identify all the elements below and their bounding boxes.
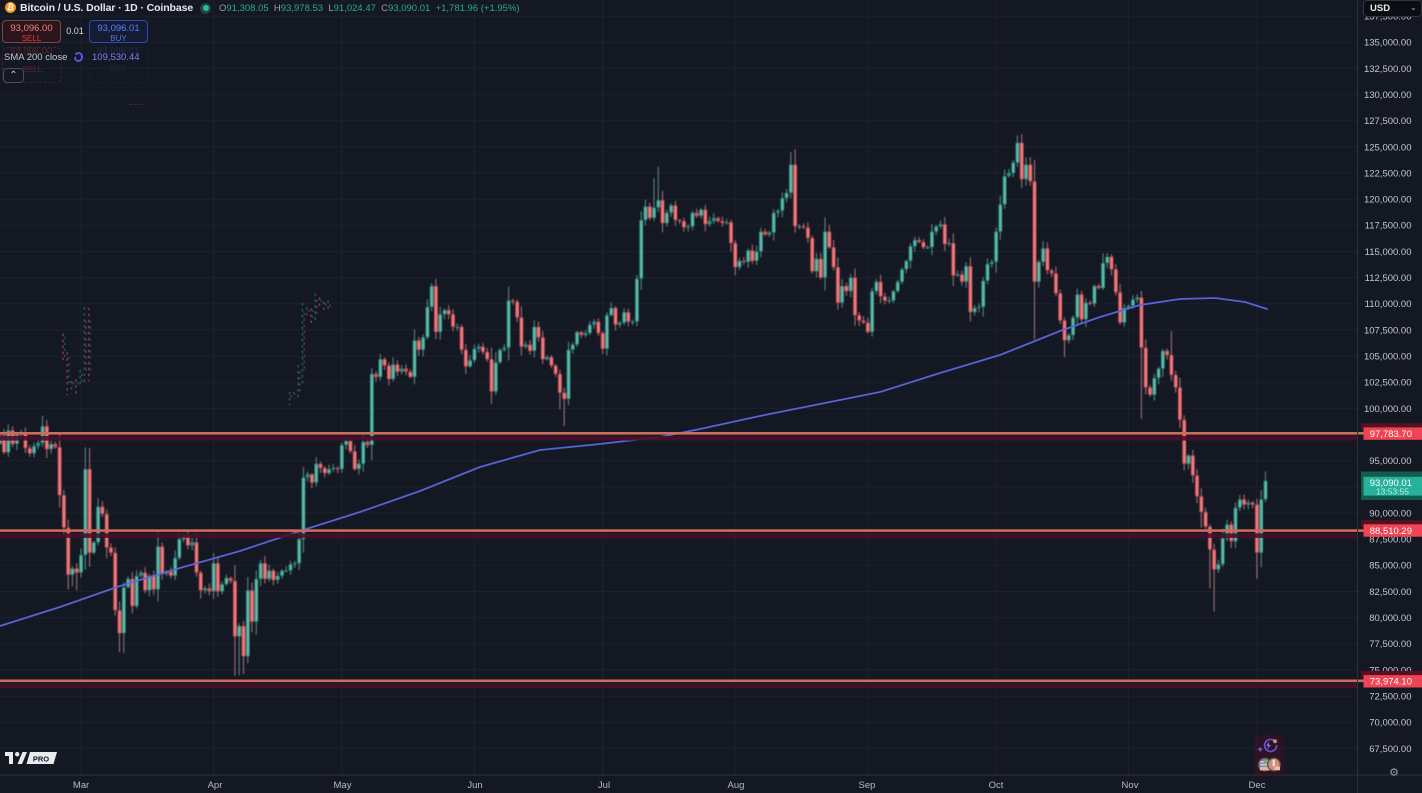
svg-text:122,500.00: 122,500.00: [1364, 168, 1412, 179]
svg-text:Mar: Mar: [73, 780, 89, 791]
svg-text:PRO: PRO: [33, 755, 49, 764]
svg-text:100,000.00: 100,000.00: [1364, 404, 1412, 415]
svg-text:75,000.00: 75,000.00: [1369, 665, 1411, 676]
svg-text:132,500.00: 132,500.00: [1364, 64, 1412, 75]
svg-text:72,500.00: 72,500.00: [1369, 692, 1411, 703]
svg-text:93,090.01: 93,090.01: [1370, 478, 1412, 489]
svg-text:107,500.00: 107,500.00: [1364, 325, 1412, 336]
svg-text:117,500.00: 117,500.00: [1365, 221, 1412, 232]
svg-text:87,500.00: 87,500.00: [1369, 535, 1411, 546]
svg-text:May: May: [334, 780, 352, 791]
svg-text:120,000.00: 120,000.00: [1364, 195, 1412, 206]
svg-text:105,000.00: 105,000.00: [1364, 352, 1412, 363]
svg-text:Nov: Nov: [1122, 780, 1139, 791]
svg-text:137,500.00: 137,500.00: [1364, 12, 1412, 23]
svg-text:125,000.00: 125,000.00: [1364, 142, 1412, 153]
svg-text:88,510.29: 88,510.29: [1370, 526, 1412, 537]
svg-text:73,974.10: 73,974.10: [1370, 677, 1412, 688]
svg-text:13:53:55: 13:53:55: [1376, 487, 1409, 497]
svg-text:Jun: Jun: [467, 780, 482, 791]
svg-text:Dec: Dec: [1249, 780, 1266, 791]
svg-text:130,000.00: 130,000.00: [1364, 90, 1412, 101]
svg-text:77,500.00: 77,500.00: [1369, 639, 1411, 650]
svg-text:135,000.00: 135,000.00: [1364, 38, 1412, 49]
svg-text:Jul: Jul: [598, 780, 610, 791]
svg-text:Sep: Sep: [859, 780, 876, 791]
svg-text:67,500.00: 67,500.00: [1369, 744, 1411, 755]
svg-text:⚙: ⚙: [1389, 767, 1399, 779]
svg-text:112,500.00: 112,500.00: [1365, 273, 1412, 284]
svg-text:97,783.70: 97,783.70: [1370, 429, 1412, 440]
svg-text:85,000.00: 85,000.00: [1369, 561, 1411, 572]
svg-text:Aug: Aug: [728, 780, 745, 791]
svg-text:102,500.00: 102,500.00: [1364, 378, 1412, 389]
svg-text:Apr: Apr: [208, 780, 223, 791]
svg-text:90,000.00: 90,000.00: [1369, 508, 1411, 519]
svg-text:115,000.00: 115,000.00: [1365, 247, 1412, 258]
svg-text:127,500.00: 127,500.00: [1364, 116, 1412, 127]
svg-text:95,000.00: 95,000.00: [1369, 456, 1411, 467]
svg-text:70,000.00: 70,000.00: [1369, 718, 1411, 729]
svg-text:110,000.00: 110,000.00: [1365, 299, 1412, 310]
svg-text:82,500.00: 82,500.00: [1369, 587, 1411, 598]
svg-text:80,000.00: 80,000.00: [1369, 613, 1411, 624]
svg-text:Oct: Oct: [989, 780, 1004, 791]
